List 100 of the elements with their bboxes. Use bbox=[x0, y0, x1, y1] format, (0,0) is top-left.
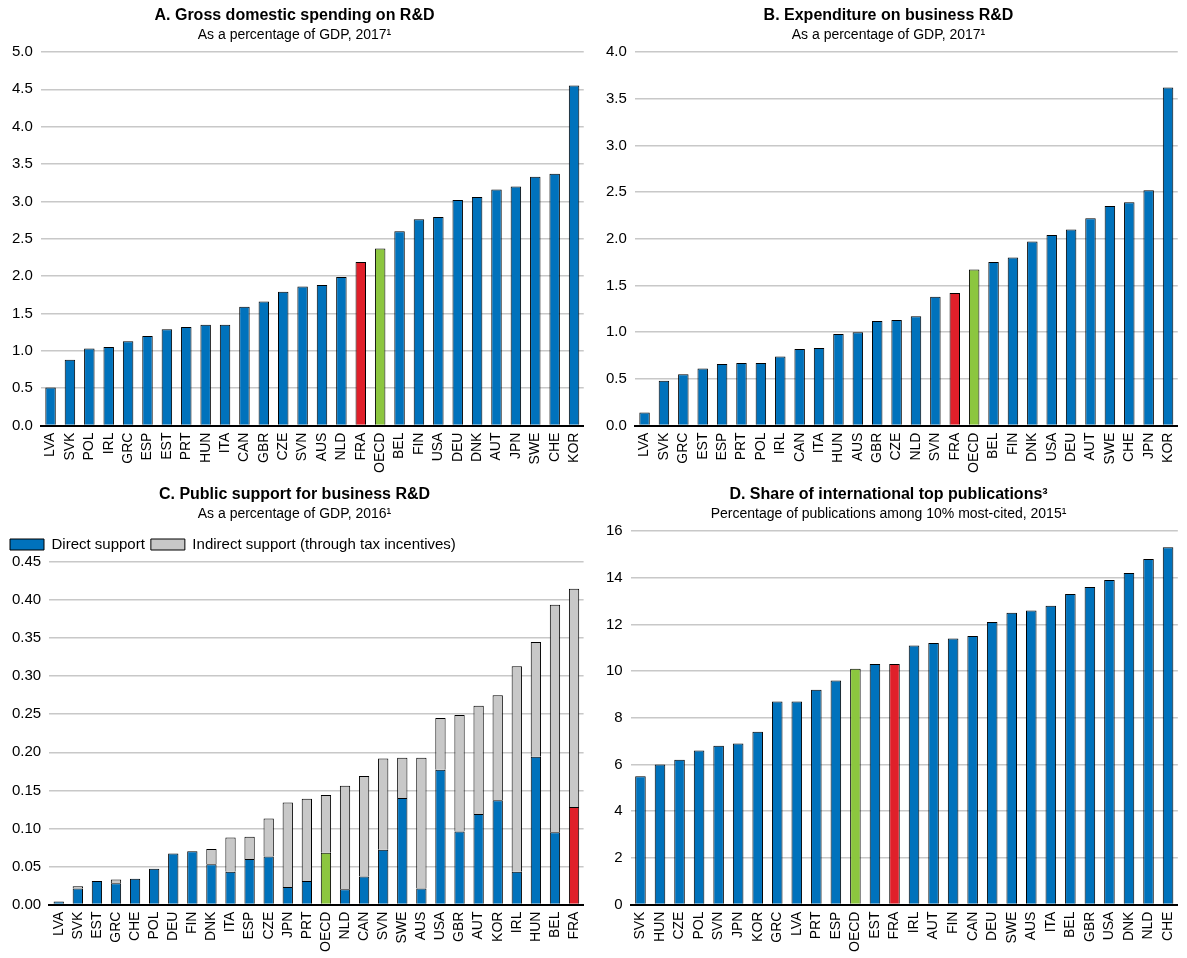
chart-title: A. Gross domestic spending on R&D bbox=[154, 6, 435, 24]
x-tick-label: GRC bbox=[768, 911, 785, 943]
x-tick-label: OECD bbox=[316, 911, 333, 952]
y-tick-label: 2.0 bbox=[11, 266, 33, 284]
y-tick-label: 1.5 bbox=[11, 303, 33, 321]
x-tick-label: SVK bbox=[631, 910, 648, 940]
x-tick-label: FIN bbox=[1003, 432, 1020, 456]
x-tick-label: FIN bbox=[943, 911, 960, 935]
y-tick-label: 4.5 bbox=[11, 79, 33, 97]
y-tick-label: 3.0 bbox=[605, 135, 627, 153]
x-tick-label: LVA bbox=[41, 431, 58, 457]
y-tick-label: 12 bbox=[606, 614, 623, 632]
x-tick-label: LVA bbox=[635, 431, 652, 457]
x-tick-label: FRA bbox=[564, 910, 581, 940]
x-tick-label: GBR bbox=[254, 432, 271, 463]
x-tick-label: DEU bbox=[983, 911, 1000, 942]
x-tick-label: ESP bbox=[826, 911, 843, 940]
x-tick-label: HUN bbox=[196, 432, 213, 463]
x-tick-label: DEU bbox=[448, 432, 465, 463]
x-tick-label: SVK bbox=[60, 431, 77, 461]
y-tick-label: 0.5 bbox=[605, 369, 627, 386]
y-tick-label: 14 bbox=[606, 567, 623, 585]
y-tick-label: 0.00 bbox=[11, 894, 42, 912]
y-tick-label: 0.35 bbox=[11, 628, 42, 646]
y-tick-label: 0.20 bbox=[11, 742, 42, 760]
x-tick-label: ESP bbox=[240, 911, 257, 940]
y-tick-label: 3.5 bbox=[11, 154, 33, 172]
x-tick-label: GRC bbox=[118, 432, 135, 464]
x-tick-label: SVN bbox=[926, 432, 943, 462]
x-tick-label: DEU bbox=[164, 911, 181, 942]
x-tick-label: CHE bbox=[545, 432, 562, 463]
x-tick-label: BEL bbox=[984, 432, 1001, 460]
x-tick-label: ESP bbox=[712, 432, 729, 461]
x-tick-label: PRT bbox=[177, 432, 194, 461]
y-tick-label: 4.0 bbox=[11, 116, 33, 134]
x-tick-label: OECD bbox=[965, 432, 982, 473]
x-tick-label: CAN bbox=[963, 911, 980, 942]
x-tick-label: AUS bbox=[848, 432, 865, 462]
x-tick-label: BEL bbox=[390, 432, 407, 460]
x-tick-label: POL bbox=[80, 432, 97, 461]
x-tick-label: GRC bbox=[674, 432, 691, 464]
x-tick-label: LVA bbox=[49, 910, 66, 936]
x-tick-label: HUN bbox=[829, 432, 846, 463]
x-tick-label: CZE bbox=[670, 911, 687, 940]
x-tick-label: DNK bbox=[467, 431, 484, 463]
x-tick-label: IRL bbox=[507, 911, 524, 934]
x-tick-label: HUN bbox=[526, 911, 543, 942]
y-tick-label: 10 bbox=[606, 661, 623, 679]
y-tick-label: 0 bbox=[614, 894, 623, 912]
x-tick-label: SVN bbox=[709, 911, 726, 941]
x-tick-label: HUN bbox=[650, 911, 667, 942]
x-tick-label: USA bbox=[431, 910, 448, 941]
x-tick-label: CHE bbox=[125, 911, 142, 942]
y-tick-label: 6 bbox=[614, 754, 623, 772]
y-tick-label: 0.10 bbox=[11, 818, 42, 836]
x-tick-label: FRA bbox=[351, 431, 368, 461]
x-tick-label: FRA bbox=[945, 431, 962, 461]
chart-subtitle: As a percentage of GDP, 2017¹ bbox=[791, 26, 986, 43]
x-tick-label: EST bbox=[157, 432, 174, 460]
x-tick-label: ESP bbox=[138, 432, 155, 461]
x-tick-label: CAN bbox=[235, 432, 252, 463]
x-tick-label: FIN bbox=[409, 432, 426, 456]
x-tick-label: JPN bbox=[506, 432, 523, 459]
x-tick-label: OECD bbox=[846, 911, 863, 952]
x-tick-label: ITA bbox=[221, 910, 238, 933]
x-tick-label: IRL bbox=[771, 432, 788, 455]
x-tick-label: JPN bbox=[729, 911, 746, 938]
x-tick-label: IRL bbox=[99, 432, 116, 455]
y-tick-label: 0.0 bbox=[605, 415, 627, 433]
x-tick-label: CAN bbox=[790, 432, 807, 463]
x-tick-label: SWE bbox=[1002, 911, 1019, 944]
x-tick-label: ITA bbox=[1041, 910, 1058, 933]
y-tick-label: 2.5 bbox=[11, 228, 33, 246]
chart-title: C. Public support for business R&D bbox=[158, 485, 431, 503]
x-tick-label: EST bbox=[865, 911, 882, 939]
x-tick-label: KOR bbox=[488, 911, 505, 942]
x-tick-label: POL bbox=[145, 911, 162, 940]
x-tick-label: USA bbox=[1100, 910, 1117, 941]
x-tick-label: GRC bbox=[106, 911, 123, 943]
y-tick-label: 0.05 bbox=[11, 856, 42, 874]
x-tick-label: CHE bbox=[1120, 432, 1137, 463]
x-tick-label: AUS bbox=[1022, 911, 1039, 941]
x-tick-label: AUT bbox=[1081, 432, 1098, 461]
x-tick-label: NLD bbox=[1139, 911, 1156, 940]
x-tick-label: AUS bbox=[412, 911, 429, 941]
chart-subtitle: Percentage of publications among 10% most-cited, 2015¹ bbox=[710, 505, 1067, 522]
x-tick-label: AUT bbox=[469, 911, 486, 940]
y-tick-label: 8 bbox=[614, 707, 623, 725]
y-tick-label: 0.15 bbox=[11, 780, 42, 798]
legend-label: Direct support bbox=[51, 534, 146, 552]
y-tick-label: 0.30 bbox=[11, 666, 42, 684]
x-tick-label: AUS bbox=[312, 432, 329, 462]
x-tick-label: AUT bbox=[924, 911, 941, 940]
y-tick-label: 2.0 bbox=[605, 228, 627, 246]
x-tick-label: PRT bbox=[807, 911, 824, 940]
x-tick-label: DNK bbox=[1119, 910, 1136, 942]
x-tick-label: SWE bbox=[1100, 432, 1117, 465]
x-tick-label: GBR bbox=[1080, 911, 1097, 942]
x-tick-label: DEU bbox=[1061, 432, 1078, 463]
y-tick-label: 2 bbox=[614, 848, 623, 865]
